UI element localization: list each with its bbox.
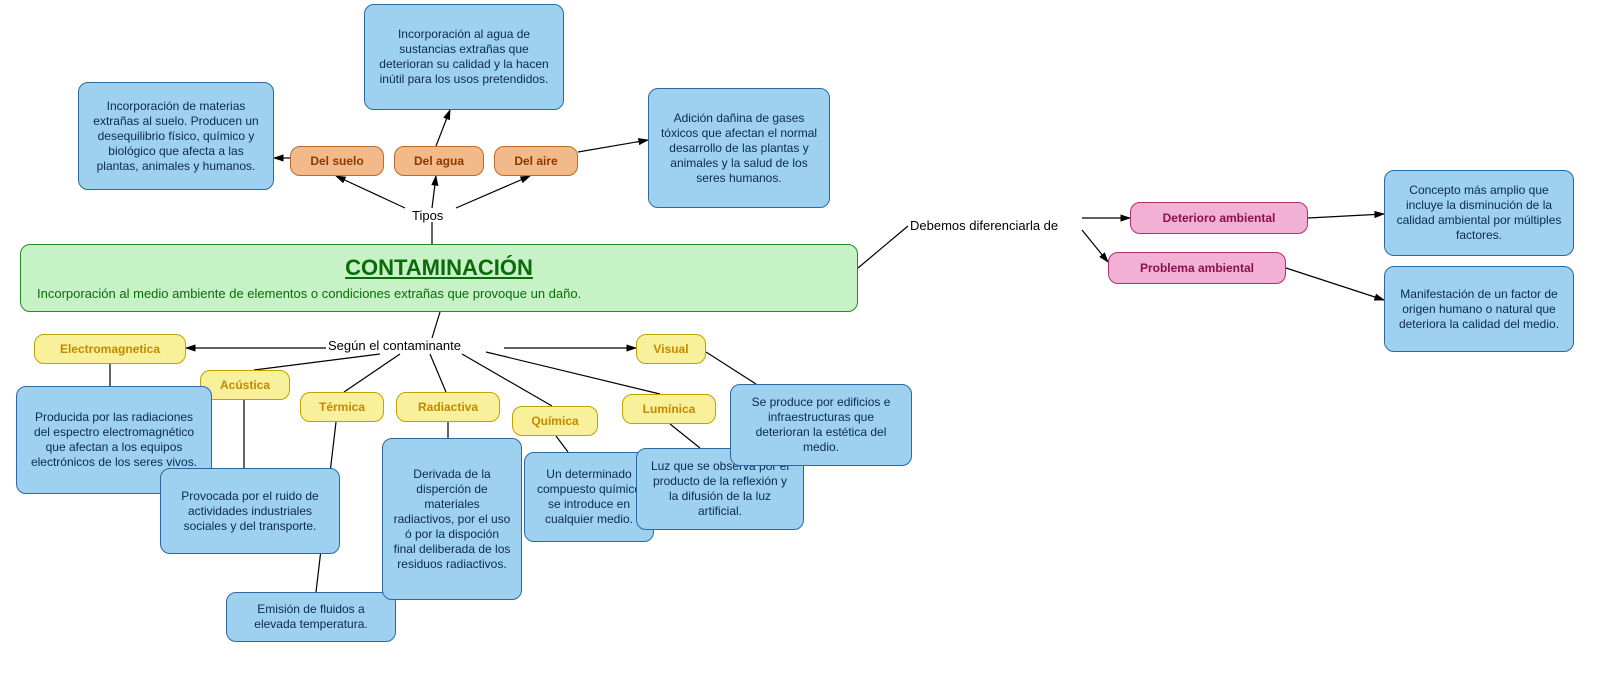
node-acustica: Acústica (200, 370, 290, 400)
edge (706, 352, 756, 384)
node-aire_desc: Adición dañina de gases tóxicos que afec… (648, 88, 830, 208)
node-radiactiva_desc: Derivada de la disperción de materiales … (382, 438, 522, 600)
node-suelo: Del suelo (290, 146, 384, 176)
edge (432, 176, 436, 208)
node-problema: Problema ambiental (1108, 252, 1286, 284)
node-visual: Visual (636, 334, 706, 364)
edge (336, 176, 405, 208)
node-suelo_desc: Incorporación de materias extrañas al su… (78, 82, 274, 190)
node-aire: Del aire (494, 146, 578, 176)
edge (670, 424, 700, 448)
node-title: CONTAMINACIÓN (345, 254, 533, 282)
node-quimica: Química (512, 406, 598, 436)
edge (578, 140, 648, 152)
node-deterioro_desc: Concepto más amplio que incluye la dismi… (1384, 170, 1574, 256)
node-termica: Térmica (300, 392, 384, 422)
label-lbl_tipos: Tipos (412, 208, 443, 223)
edge (436, 110, 450, 146)
edge (486, 352, 660, 394)
node-deterioro: Deterioro ambiental (1130, 202, 1308, 234)
edge (1082, 230, 1108, 262)
edge (430, 354, 446, 392)
concept-map-canvas: CONTAMINACIÓN Incorporación al medio ambi… (0, 0, 1600, 687)
node-termica_desc: Emisión de fluidos a elevada temperatura… (226, 592, 396, 642)
node-agua_desc: Incorporación al agua de sustancias extr… (364, 4, 564, 110)
edge (1286, 268, 1384, 300)
edge (254, 354, 380, 370)
edge (556, 436, 568, 452)
node-agua: Del agua (394, 146, 484, 176)
node-quimica_desc: Un determinado compuesto químico se intr… (524, 452, 654, 542)
edge (432, 312, 440, 338)
node-problema_desc: Manifestación de un factor de origen hum… (1384, 266, 1574, 352)
node-subtitle: Incorporación al medio ambiente de eleme… (37, 286, 581, 302)
edge (344, 354, 400, 392)
node-luminica: Lumínica (622, 394, 716, 424)
node-main: CONTAMINACIÓN Incorporación al medio ambi… (20, 244, 858, 312)
node-acustica_desc: Provocada por el ruido de actividades in… (160, 468, 340, 554)
label-lbl_segun: Según el contaminante (328, 338, 461, 353)
edge (456, 176, 530, 208)
edge (1308, 214, 1384, 218)
node-visual_desc: Se produce por edificios e infraestructu… (730, 384, 912, 466)
node-electro: Electromagnetica (34, 334, 186, 364)
node-radiactiva: Radiactiva (396, 392, 500, 422)
label-lbl_diff: Debemos diferenciarla de (910, 218, 1058, 233)
edge (858, 226, 908, 268)
